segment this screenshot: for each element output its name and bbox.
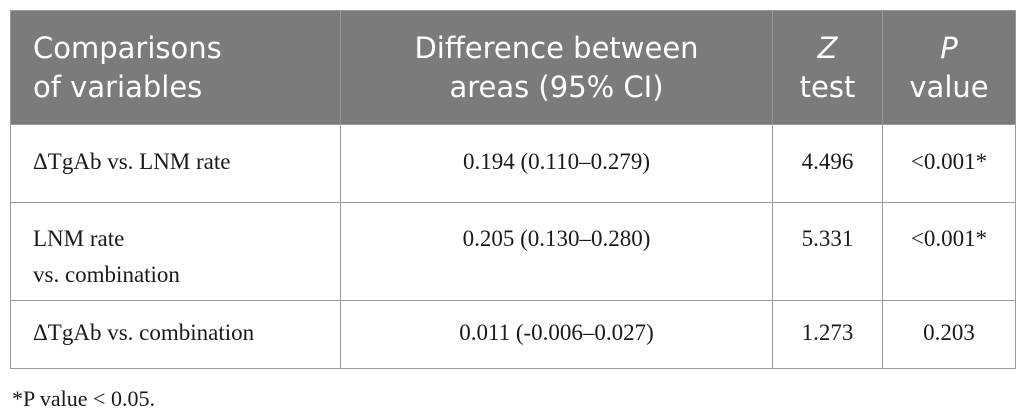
table-row: ΔTgAb vs. LNM rate 0.194 (0.110–0.279) 4… xyxy=(10,124,1016,203)
header-p-value-line2: value xyxy=(909,69,989,104)
header-p-value: P value xyxy=(882,10,1016,125)
header-comparisons-line2: of variables xyxy=(33,69,203,104)
header-z-test: Z test xyxy=(772,10,883,125)
header-comparisons: Comparisons of variables xyxy=(10,10,341,125)
data-table: Comparisons of variables Difference betw… xyxy=(10,10,1016,369)
cell-difference: 0.205 (0.130–0.280) xyxy=(340,202,773,301)
table-body: ΔTgAb vs. LNM rate 0.194 (0.110–0.279) 4… xyxy=(10,124,1016,369)
cell-p: <0.001* xyxy=(882,124,1016,203)
header-difference-line2: areas (95% CI) xyxy=(449,69,664,104)
cell-comparison: ΔTgAb vs. combination xyxy=(10,300,341,369)
header-difference: Difference between areas (95% CI) xyxy=(340,10,773,125)
cell-comparison-line1: LNM rate xyxy=(33,226,125,251)
table-row: LNM rate vs. combination 0.205 (0.130–0.… xyxy=(10,202,1016,301)
cell-z: 5.331 xyxy=(772,202,883,301)
header-z-test-line2: test xyxy=(799,69,856,104)
header-difference-line1: Difference between xyxy=(414,30,699,65)
cell-difference: 0.011 (-0.006–0.027) xyxy=(340,300,773,369)
cell-comparison: ΔTgAb vs. LNM rate xyxy=(10,124,341,203)
cell-p: <0.001* xyxy=(882,202,1016,301)
cell-comparison-line1: ΔTgAb vs. combination xyxy=(33,320,255,345)
cell-comparison: LNM rate vs. combination xyxy=(10,202,341,301)
cell-difference: 0.194 (0.110–0.279) xyxy=(340,124,773,203)
cell-comparison-line2: vs. combination xyxy=(33,262,180,287)
cell-p: 0.203 xyxy=(882,300,1016,369)
header-p-value-line1: P xyxy=(940,30,958,65)
header-z-test-line1: Z xyxy=(817,30,838,65)
cell-z: 4.496 xyxy=(772,124,883,203)
table-header: Comparisons of variables Difference betw… xyxy=(10,10,1016,125)
comparison-table: Comparisons of variables Difference betw… xyxy=(10,10,1016,369)
header-row: Comparisons of variables Difference betw… xyxy=(10,10,1016,125)
table-row: ΔTgAb vs. combination 0.011 (-0.006–0.02… xyxy=(10,300,1016,369)
cell-comparison-line1: ΔTgAb vs. LNM rate xyxy=(33,149,231,174)
cell-z: 1.273 xyxy=(772,300,883,369)
header-comparisons-line1: Comparisons xyxy=(33,30,222,65)
table-footnote: *P value < 0.05. xyxy=(12,386,155,411)
